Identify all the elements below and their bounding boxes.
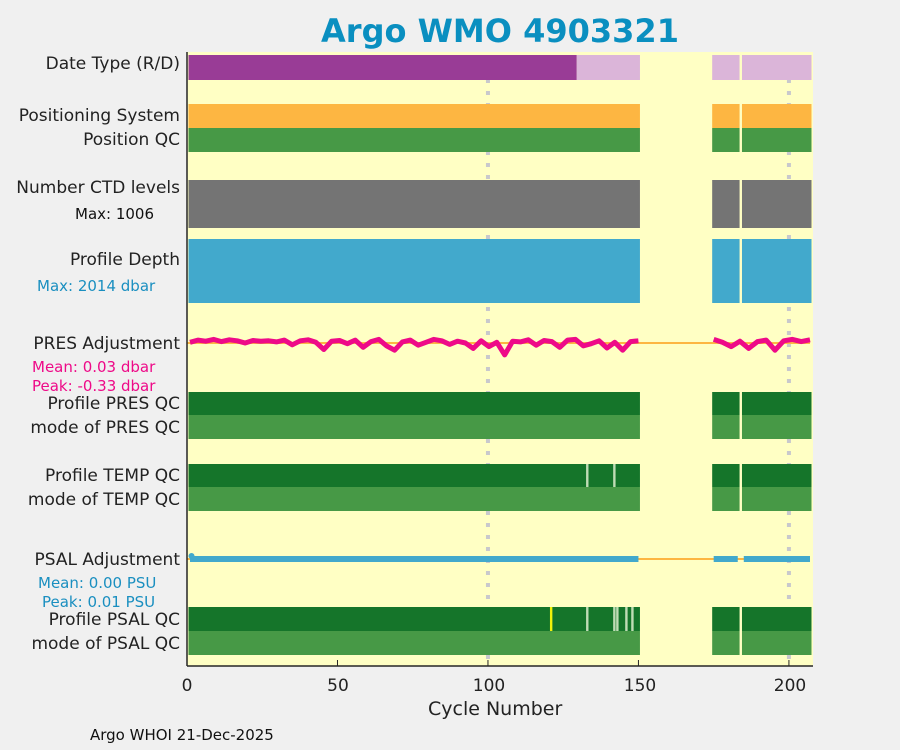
qc-flag-146: [625, 607, 628, 631]
row-7-bar-0: [188, 415, 640, 439]
pres-mean: Mean: 0.03 dbar: [32, 358, 156, 376]
ctd-max: Max: 1006: [75, 205, 155, 223]
row-2-bar-0: [188, 128, 640, 152]
chart-title: Argo WMO 4903321: [321, 12, 679, 50]
label-profile-pres-qc: Profile PRES QC: [47, 394, 180, 414]
row-1-bar-0: [188, 104, 640, 128]
qc-flag-142: [613, 607, 616, 631]
qc-flag-148: [631, 607, 634, 631]
row-2-bar-1: [712, 128, 812, 152]
missing-cycle-gap: [739, 631, 742, 655]
x-tick-200: 200: [773, 676, 807, 696]
pres-adjustment-line: [189, 336, 639, 358]
x-tick-0: 0: [181, 676, 193, 696]
row-9-bar-0: [188, 487, 640, 511]
footer-credit: Argo WHOI 21-Dec-2025: [90, 726, 274, 744]
row-4-bar-0: [188, 239, 640, 303]
qc-flag-121: [549, 607, 553, 631]
label-position-qc: Position QC: [83, 130, 180, 150]
plot-background: [187, 52, 813, 666]
psal-adjustment-line-1: [713, 556, 738, 562]
missing-cycle-gap: [739, 128, 742, 152]
qc-flag-142: [613, 464, 616, 487]
label-mode-pres-qc: mode of PRES QC: [30, 418, 180, 438]
label-profile-temp-qc: Profile TEMP QC: [45, 466, 180, 486]
depth-max: Max: 2014 dbar: [37, 277, 156, 295]
missing-cycle-gap: [739, 180, 742, 228]
row-6-bar-1: [712, 392, 812, 415]
x-axis-label: Cycle Number: [428, 698, 563, 720]
label-date-type: Date Type (R/D): [45, 54, 180, 74]
label-profile-depth: Profile Depth: [69, 250, 180, 270]
row-8-bar-0: [188, 464, 640, 487]
row-9-bar-1: [712, 487, 812, 511]
missing-cycle-gap: [739, 55, 742, 80]
missing-cycle-gap: [739, 104, 742, 128]
missing-cycle-gap: [739, 415, 742, 439]
missing-cycle-gap: [739, 464, 742, 487]
label-mode-psal-qc: mode of PSAL QC: [31, 634, 180, 654]
x-tick-150: 150: [623, 676, 657, 696]
x-tick-100: 100: [472, 676, 506, 696]
missing-cycle-gap: [739, 607, 742, 631]
pres-adjustment-line-2: [712, 336, 811, 353]
missing-cycle-gap: [739, 239, 742, 303]
psal-adjustment-marker: [188, 553, 195, 559]
date-type-D-bar-0: [188, 55, 577, 80]
row-8-bar-1: [712, 464, 812, 487]
psal-adjustment-line-2: [743, 556, 810, 562]
row-11-bar-0: [188, 607, 640, 631]
qc-flag-133: [586, 607, 589, 631]
label-psal-adjustment: PSAL Adjustment: [34, 550, 180, 570]
qc-flag-133: [586, 464, 589, 487]
row-4-bar-1: [712, 239, 812, 303]
x-tick-50: 50: [327, 676, 349, 696]
label-positioning-system: Positioning System: [18, 106, 180, 126]
row-6-bar-0: [188, 392, 640, 415]
psal-adjustment-line-0: [190, 556, 639, 562]
row-3-bar-1: [712, 180, 812, 228]
date-type-R-bar-1: [712, 55, 812, 80]
missing-cycle-gap: [739, 487, 742, 511]
qc-flag-143: [616, 607, 619, 631]
psal-peak: Peak: 0.01 PSU: [42, 593, 156, 611]
row-11-bar-1: [712, 607, 812, 631]
label-ctd-levels: Number CTD levels: [16, 178, 180, 198]
label-profile-psal-qc: Profile PSAL QC: [48, 610, 180, 630]
label-pres-adjustment: PRES Adjustment: [33, 334, 180, 354]
row-12-bar-0: [188, 631, 640, 655]
psal-mean: Mean: 0.00 PSU: [38, 574, 157, 592]
row-7-bar-1: [712, 415, 812, 439]
row-12-bar-1: [712, 631, 812, 655]
row-1-bar-1: [712, 104, 812, 128]
row-3-bar-0: [188, 180, 640, 228]
missing-cycle-gap: [739, 392, 742, 415]
pres-peak: Peak: -0.33 dbar: [32, 377, 156, 395]
date-type-R-bar-0: [576, 55, 640, 80]
label-mode-temp-qc: mode of TEMP QC: [27, 490, 180, 510]
